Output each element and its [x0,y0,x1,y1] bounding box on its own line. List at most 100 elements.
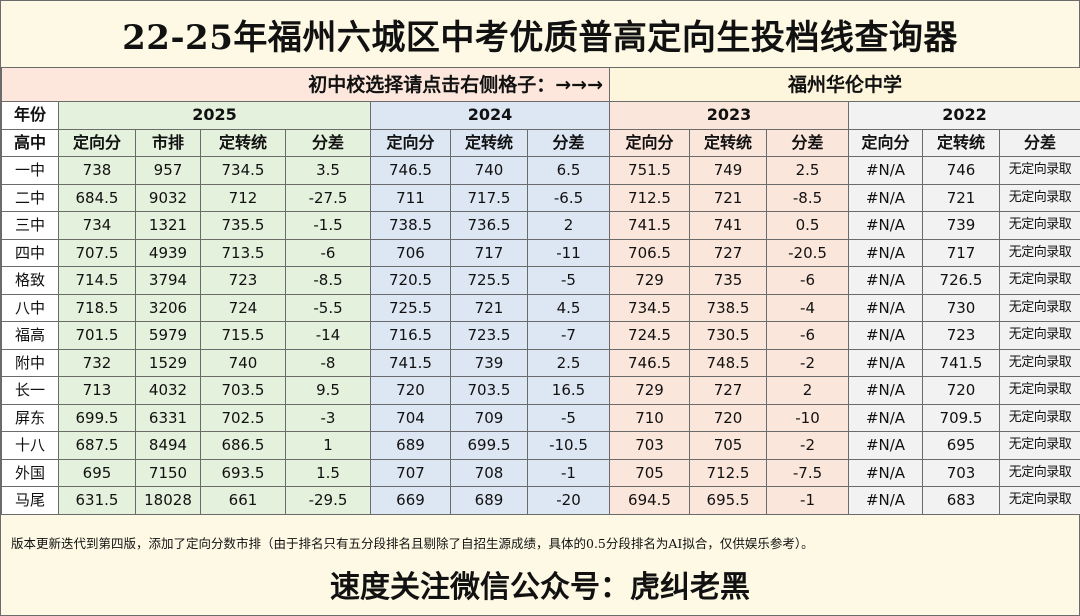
score-cell-2024: 703.5 [450,376,528,405]
score-cell-2024: 721 [450,293,528,322]
score-cell-2025: 687.5 [58,431,136,460]
table-row: 马尾 631.5 18028 661 -29.5 669 689 -20 694.5 695.5-… [1,486,1080,515]
table-row: 十八 687.5 8494 686.5 1 689 699.5 -10.5 703 705 -2 #N… [1,431,1080,460]
score-cell-2023: -6 [766,321,850,350]
score-cell-2025: -8.5 [285,266,371,295]
score-cell-2022: 无定向录取 [999,431,1080,460]
score-cell-2024: -6.5 [526,183,611,212]
school-name-cell: 八中 [1,293,59,322]
score-cell-2024: 707 [370,458,451,487]
score-cell-2025: 713 [58,376,136,405]
score-cell-2023: -10 [766,403,850,432]
score-cell-2022: #N/A [848,238,924,267]
score-cell-2023: -2 [766,348,850,377]
score-cell-2024: 2.5 [526,348,611,377]
score-cell-2024: 6.5 [526,156,611,185]
score-cell-2022: 无定向录取 [999,321,1080,350]
score-cell-2025: 957 [135,156,201,185]
score-cell-2023: 730.5 [689,321,768,350]
score-cell-2023: 749 [689,156,768,185]
follow-banner: 速度关注微信公众号：虎纠老黑 [330,570,750,605]
col-header-2023-fencha: 分差 [766,128,850,157]
score-cell-2024: 716.5 [370,321,451,350]
score-cell-2024: 689 [450,486,528,515]
score-cell-2025: 8494 [135,431,201,460]
score-cell-2024: 699.5 [450,431,528,460]
score-cell-2025: 3206 [135,293,201,322]
score-cell-2023: 735 [689,266,768,295]
score-cell-2023: -2 [766,431,850,460]
score-cell-2023: 705 [689,431,768,460]
score-cell-2023: -6 [766,266,850,295]
score-cell-2025: 699.5 [58,403,136,432]
table-row: 屏东 699.5 6331 702.5 -3 704 709 -5 710 720 -10 #N/A 7… [1,403,1080,432]
score-cell-2023: 751.5 [609,156,691,185]
score-cell-2023: 724.5 [609,321,691,350]
school-selector-cell[interactable]: 福州华伦中学 [609,67,1080,102]
score-cell-2025: 724 [200,293,286,322]
score-cell-2025: 631.5 [58,486,136,515]
score-cell-2024: 711 [370,183,451,212]
school-name-cell: 一中 [1,156,59,185]
score-cell-2025: 3.5 [285,156,371,185]
col-header-2025-dingxiang: 定向分 [58,128,136,157]
score-cell-2024: 669 [370,486,451,515]
score-cell-2024: 708 [450,458,528,487]
score-cell-2022: 730 [922,293,1001,322]
table-row: 格致 714.5 3794 723 -8.5 720.5 725.5 -5 729 735 -6 #N… [1,266,1080,295]
score-cell-2022: #N/A [848,183,924,212]
score-cell-2022: #N/A [848,431,924,460]
score-cell-2022: #N/A [848,211,924,240]
score-cell-2025: 723 [200,266,286,295]
score-cell-2025: 718.5 [58,293,136,322]
school-name-cell: 福高 [1,321,59,350]
score-cell-2025: 661 [200,486,286,515]
score-cell-2025: 702.5 [200,403,286,432]
score-cell-2023: 741 [689,211,768,240]
score-cell-2023: 729 [609,376,691,405]
score-cell-2025: 9032 [135,183,201,212]
score-cell-2022: #N/A [848,403,924,432]
score-cell-2024: 741.5 [370,348,451,377]
score-cell-2023: 746.5 [609,348,691,377]
col-header-2022-dingxiang: 定向分 [848,128,924,157]
year-2025-header: 2025 [58,101,371,130]
score-cell-2025: -1.5 [285,211,371,240]
page-title: 22-25年福州六城区中考优质普高定向生投档线查询器 [1,1,1079,68]
school-name-cell: 二中 [1,183,59,212]
school-name-cell: 四中 [1,238,59,267]
score-cell-2025: 7150 [135,458,201,487]
score-cell-2023: 2 [766,376,850,405]
score-cell-2023: 721 [689,183,768,212]
score-cell-2025: 6331 [135,403,201,432]
score-cell-2023: 694.5 [609,486,691,515]
score-cell-2022: 无定向录取 [999,376,1080,405]
score-cell-2023: 741.5 [609,211,691,240]
score-cell-2023: -8.5 [766,183,850,212]
score-cell-2022: 721 [922,183,1001,212]
score-cell-2022: 717 [922,238,1001,267]
score-cell-2025: 701.5 [58,321,136,350]
score-cell-2025: 712 [200,183,286,212]
score-cell-2022: 无定向录取 [999,293,1080,322]
score-cell-2025: 18028 [135,486,201,515]
score-cell-2023: 738.5 [689,293,768,322]
score-cell-2022: 无定向录取 [999,486,1080,515]
score-cell-2023: 705 [609,458,691,487]
col-header-2022-dingzhuantong: 定转统 [922,128,1001,157]
school-name-cell: 屏东 [1,403,59,432]
score-cell-2022: #N/A [848,486,924,515]
score-cell-2024: 725.5 [370,293,451,322]
score-cell-2023: 712.5 [609,183,691,212]
year-label: 年份 [1,101,59,130]
score-cell-2025: 693.5 [200,458,286,487]
score-cell-2025: 734.5 [200,156,286,185]
col-header-2025-dingzhuantong: 定转统 [200,128,286,157]
col-header-2024-fencha: 分差 [526,128,611,157]
score-cell-2023: 720 [689,403,768,432]
col-header-2022-fencha: 分差 [999,128,1080,157]
score-cell-2024: 725.5 [450,266,528,295]
score-cell-2025: 4032 [135,376,201,405]
selector-row: 初中校选择请点击右侧格子：→→→ 福州华伦中学 [0,67,1080,102]
